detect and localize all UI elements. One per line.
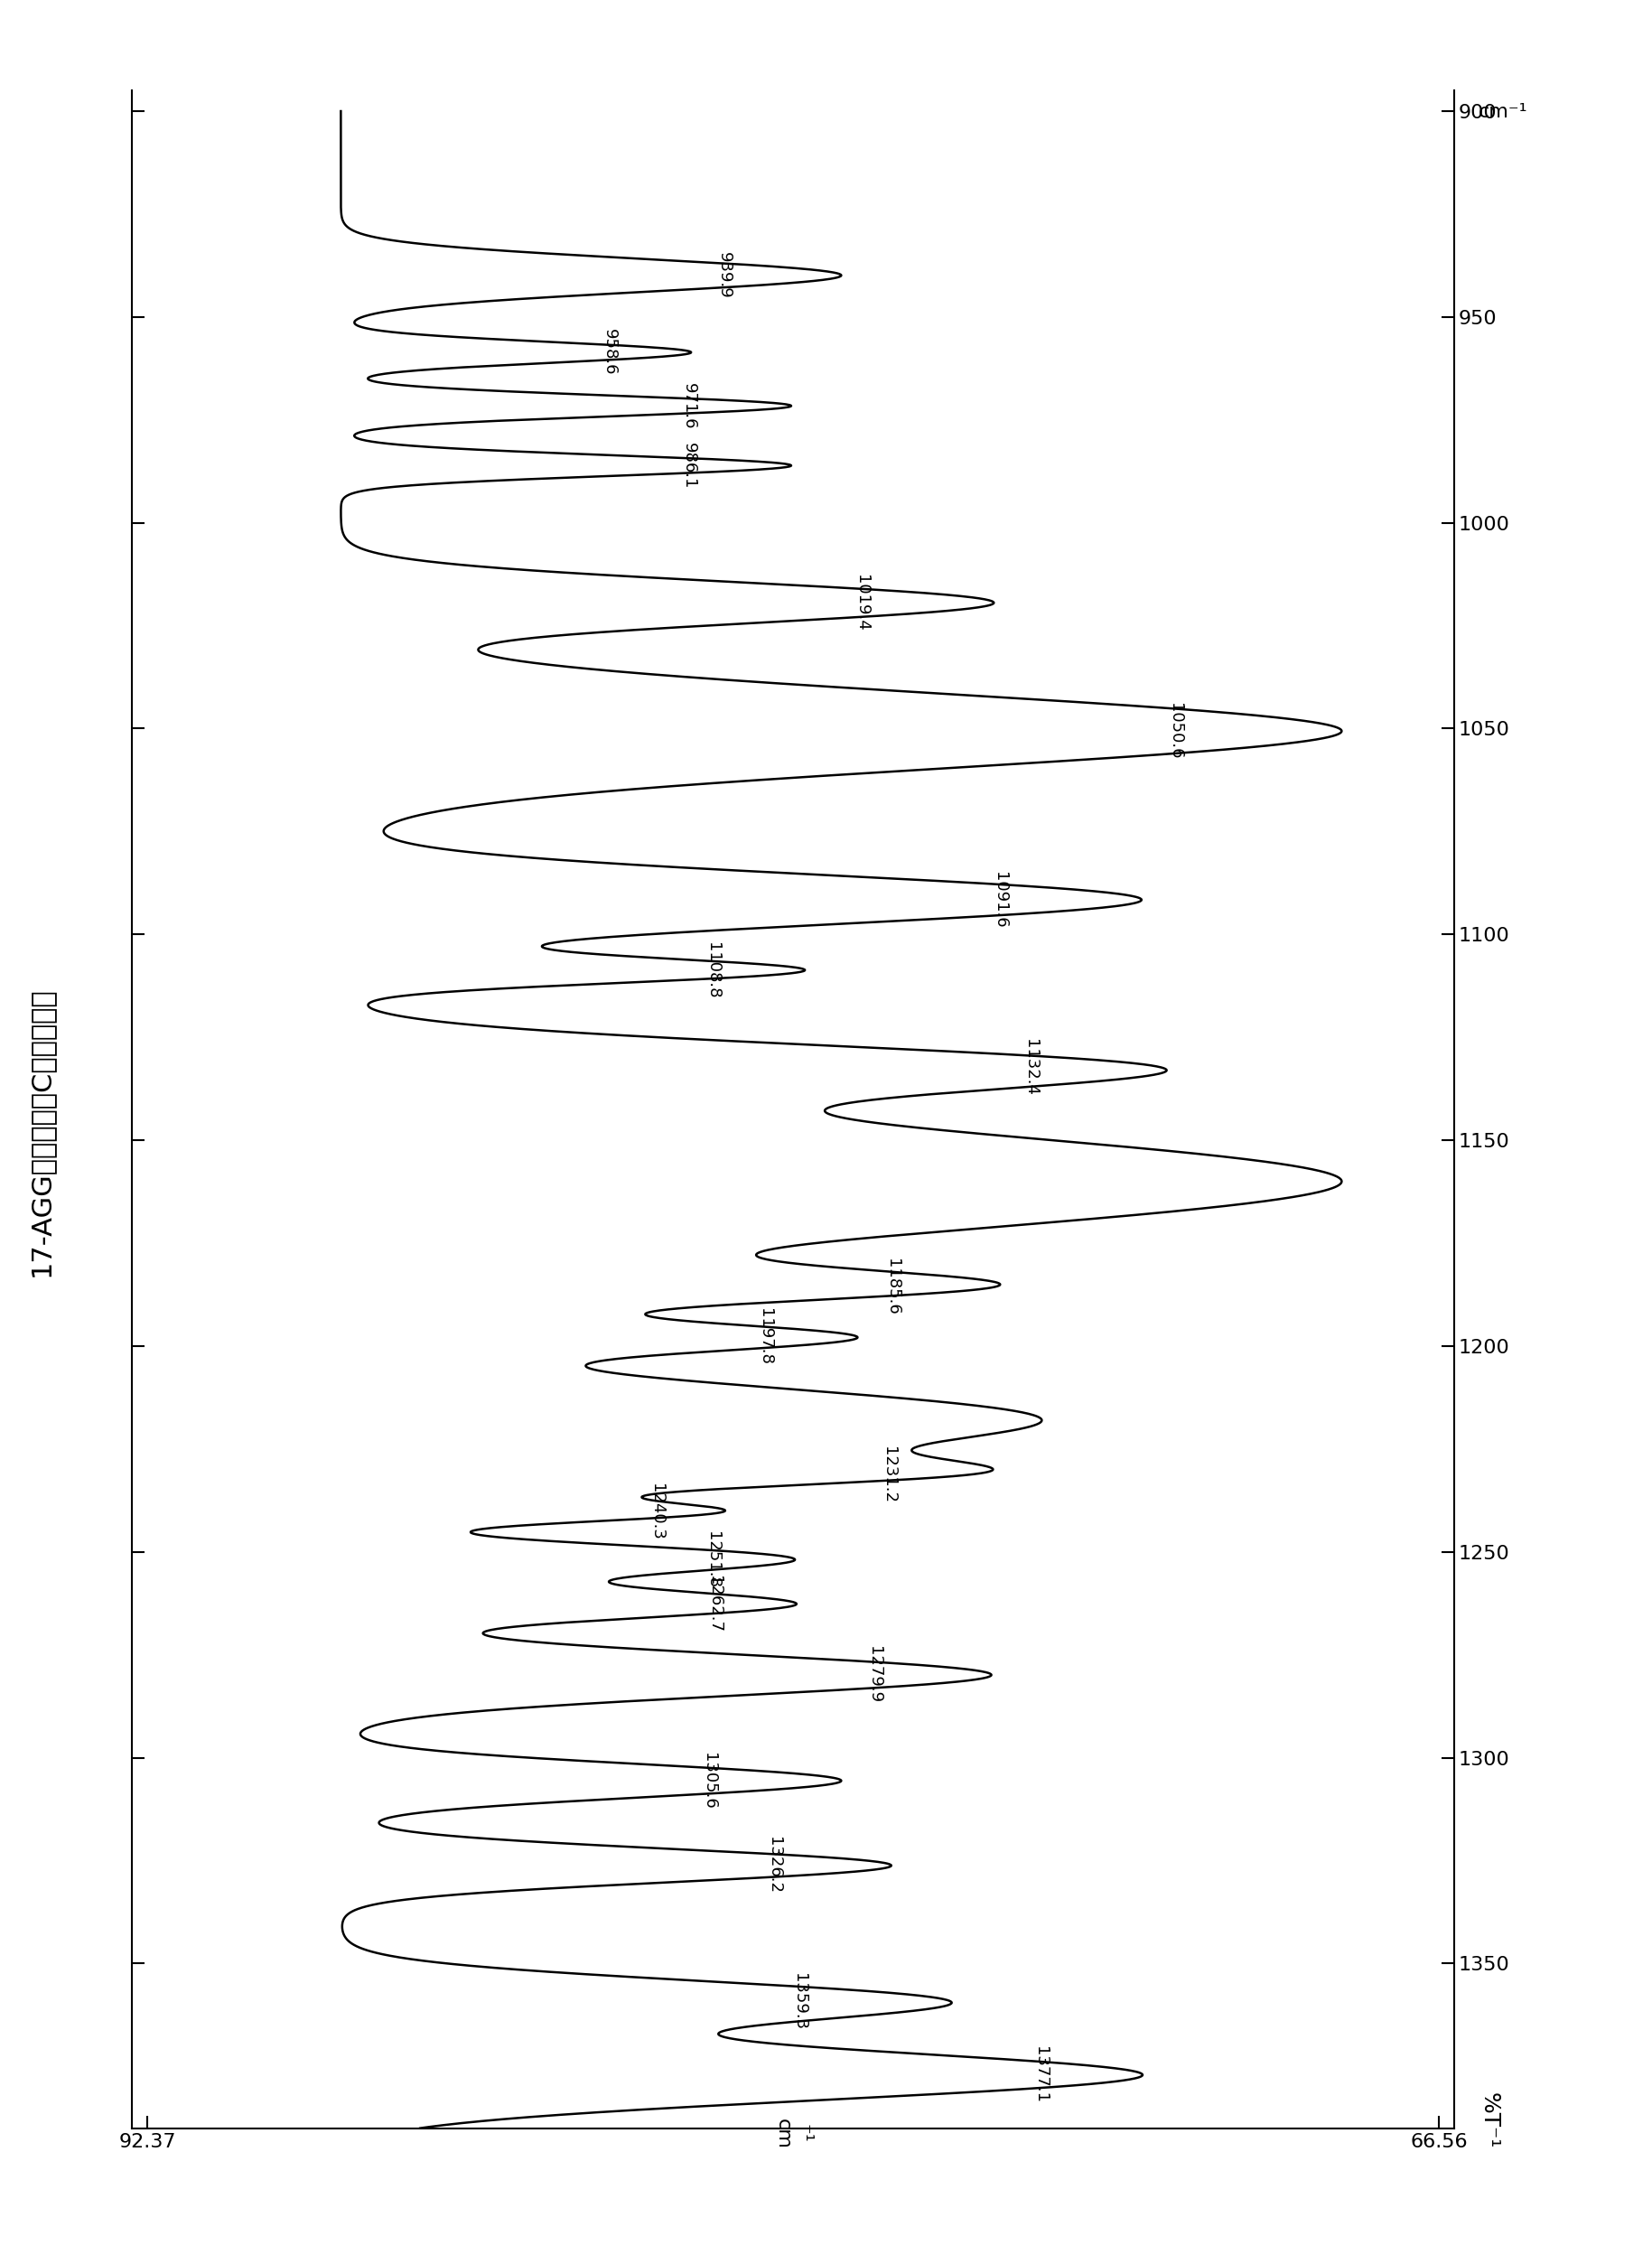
Text: 1108.8: 1108.8: [705, 942, 720, 998]
Text: 1132.4: 1132.4: [1023, 1039, 1039, 1096]
Text: %T⁻¹: %T⁻¹: [1479, 2092, 1500, 2149]
Text: 1050.6: 1050.6: [1166, 702, 1183, 758]
Text: 1262.7: 1262.7: [707, 1576, 722, 1632]
Text: 1305.6: 1305.6: [700, 1752, 717, 1809]
Text: 1251.8: 1251.8: [705, 1530, 720, 1587]
Text: 986.1: 986.1: [681, 441, 697, 489]
Text: 1019.4: 1019.4: [854, 575, 871, 632]
Text: 939.9: 939.9: [715, 251, 732, 299]
Text: 1231.2: 1231.2: [881, 1447, 897, 1503]
Text: ⁻¹
cm: ⁻¹ cm: [773, 2119, 813, 2149]
Text: 958.6: 958.6: [601, 328, 618, 376]
Text: 1185.6: 1185.6: [885, 1259, 900, 1315]
Text: 1326.2: 1326.2: [767, 1836, 783, 1895]
Text: 1197.8: 1197.8: [757, 1309, 773, 1365]
Text: 971.6: 971.6: [681, 383, 697, 430]
Text: 1359.3: 1359.3: [791, 1974, 808, 2031]
Text: 1091.6: 1091.6: [991, 872, 1008, 928]
Text: 1279.9: 1279.9: [866, 1646, 882, 1703]
Text: 17-AGG的多晶型物C的红外光谱: 17-AGG的多晶型物C的红外光谱: [28, 987, 55, 1277]
Text: 1377.1: 1377.1: [1032, 2047, 1049, 2103]
Text: cm⁻¹: cm⁻¹: [1479, 102, 1528, 120]
Text: 1240.3: 1240.3: [648, 1483, 664, 1540]
